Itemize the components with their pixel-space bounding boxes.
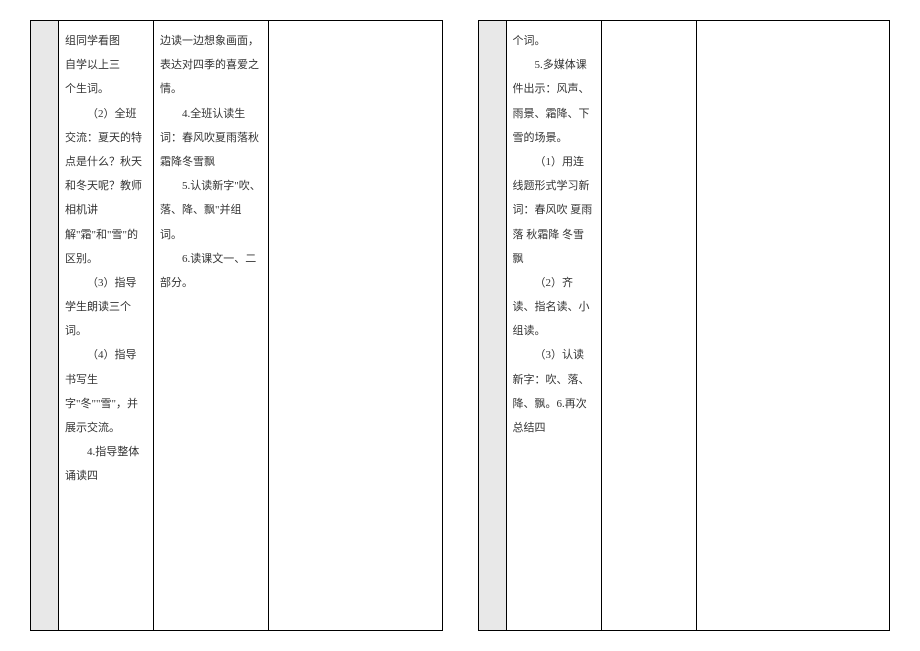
text-para: 5.认读新字"吹、落、降、飘"并组词。	[160, 174, 262, 247]
text-para: 6.读课文一、二部分。	[160, 247, 262, 295]
left-col-1: 组同学看图 自学以上三 个生词。 （2）全班交流：夏天的特点是什么？秋天和冬天呢…	[59, 21, 154, 630]
text-para: （4）指导书写生字"冬""雪"，并展示交流。	[65, 343, 147, 440]
text-line: 个词。	[513, 29, 595, 53]
text-line: 组同学看图	[65, 29, 147, 53]
left-col-2: 边读一边想象画面，表达对四季的喜爱之情。 4.全班认读生词：春风吹夏雨落秋霜降冬…	[154, 21, 269, 630]
text-para: （3）指导学生朗读三个词。	[65, 271, 147, 344]
text-para: （1）用连线题形式学习新词：春风吹 夏雨落 秋霜降 冬雪飘	[513, 150, 595, 271]
left-margin-col	[31, 21, 59, 630]
right-col-1: 个词。 5.多媒体课件出示：风声、雨景、霜降、下雪的场景。 （1）用连线题形式学…	[507, 21, 602, 630]
text-para: （2）齐读、指名读、小组读。	[513, 271, 595, 344]
text-para: 5.多媒体课件出示：风声、雨景、霜降、下雪的场景。	[513, 53, 595, 150]
text-para: 4.全班认读生词：春风吹夏雨落秋霜降冬雪飘	[160, 102, 262, 175]
text-line: 个生词。	[65, 77, 147, 101]
left-col-3	[269, 21, 442, 630]
right-col-3	[697, 21, 890, 630]
left-page: 组同学看图 自学以上三 个生词。 （2）全班交流：夏天的特点是什么？秋天和冬天呢…	[30, 20, 443, 631]
text-para: 4.指导整体诵读四	[65, 440, 147, 488]
right-page: 个词。 5.多媒体课件出示：风声、雨景、霜降、下雪的场景。 （1）用连线题形式学…	[478, 20, 891, 631]
right-margin-col	[479, 21, 507, 630]
text-para: （2）全班交流：夏天的特点是什么？秋天和冬天呢？教师相机讲解"霜"和"雪"的区别…	[65, 102, 147, 271]
text-para: （3）认读新字：吹、落、降、飘。6.再次总结四	[513, 343, 595, 440]
text-para: 边读一边想象画面，表达对四季的喜爱之情。	[160, 29, 262, 102]
text-line: 自学以上三	[65, 53, 147, 77]
right-col-2	[602, 21, 697, 630]
